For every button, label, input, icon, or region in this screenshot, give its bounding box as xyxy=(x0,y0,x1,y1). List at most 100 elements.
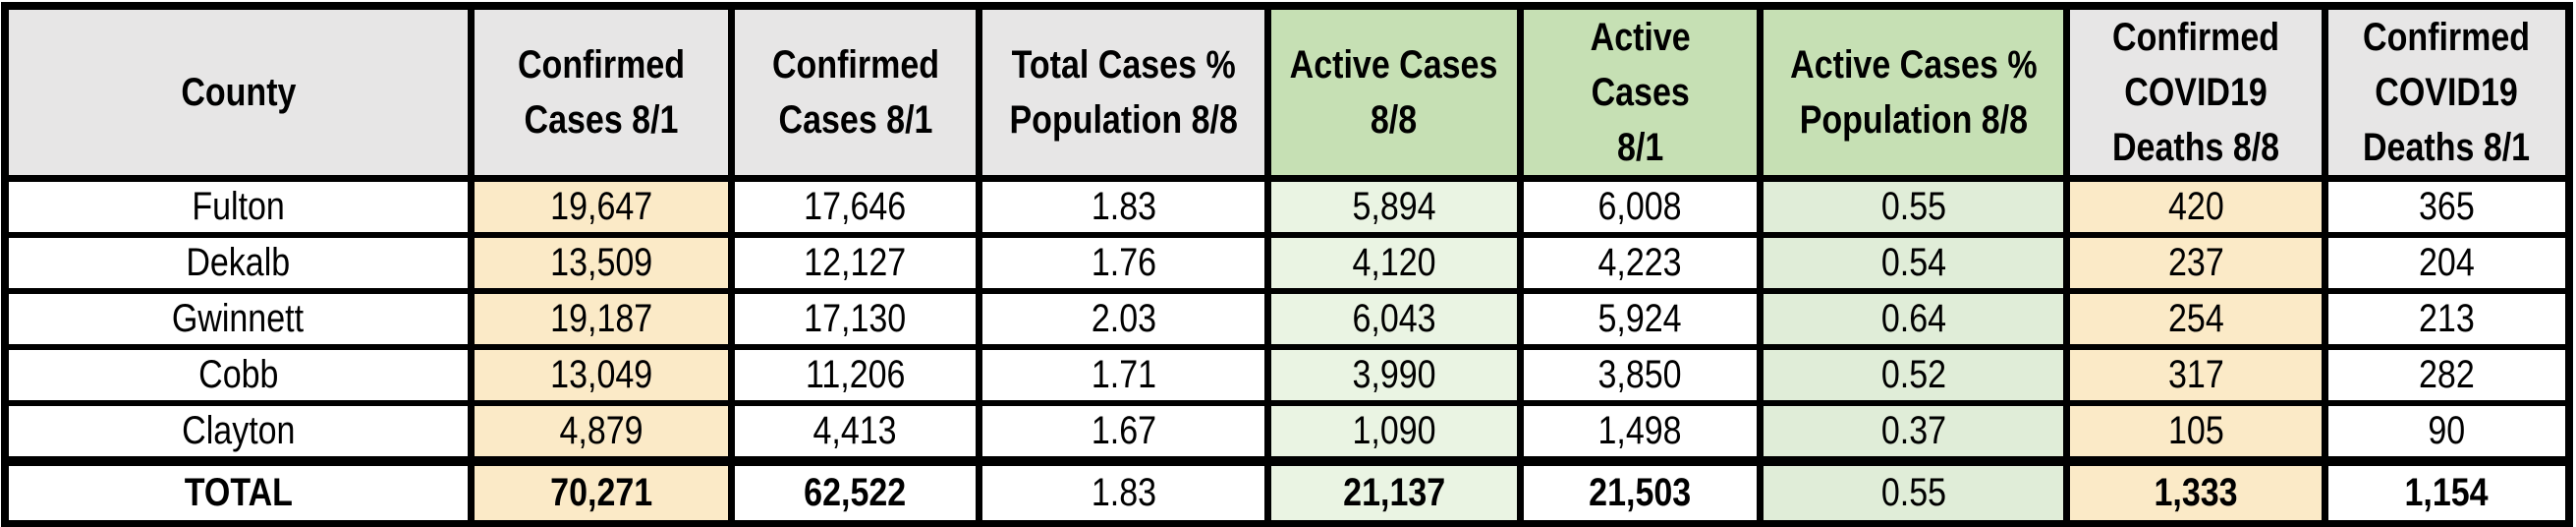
table-cell: 1,154 xyxy=(2321,456,2573,527)
col-header-county: County xyxy=(1,3,475,182)
table-cell: 11,206 xyxy=(727,344,983,406)
cell-text: 17,646 xyxy=(804,185,907,228)
cell-text: 13,049 xyxy=(549,353,652,396)
cell-text: 3,850 xyxy=(1597,353,1682,396)
cell-text: 6,008 xyxy=(1597,185,1682,228)
table-cell: 3,850 xyxy=(1516,344,1764,406)
table-cell: 21,137 xyxy=(1263,456,1524,527)
table-cell: 1.83 xyxy=(976,456,1271,527)
table-cell: 317 xyxy=(2063,344,2328,406)
cell-text: 420 xyxy=(2167,185,2224,228)
cell-text: 17,130 xyxy=(804,297,907,340)
cell-text: 5,924 xyxy=(1597,297,1682,340)
table-cell: 254 xyxy=(2063,288,2328,350)
table-cell: 6,043 xyxy=(1263,288,1524,350)
table-cell: 62,522 xyxy=(727,456,983,527)
cell-text: 12,127 xyxy=(804,241,907,284)
cell-text: Clayton xyxy=(181,409,296,452)
table-cell: 282 xyxy=(2321,344,2573,406)
cell-text: 0.64 xyxy=(1880,297,1946,340)
table-cell: 0.64 xyxy=(1756,288,2071,350)
table-cell: 0.55 xyxy=(1756,175,2071,238)
table-cell: 1.67 xyxy=(976,400,1271,464)
cell-text: 4,223 xyxy=(1597,241,1682,284)
table-row-gwinnett: Gwinnett 19,187 17,130 2.03 6,043 5,924 … xyxy=(1,288,2573,350)
cell-text: 90 xyxy=(2428,409,2466,452)
cell-text: 2.03 xyxy=(1091,297,1156,340)
cell-text: 1,333 xyxy=(2154,471,2238,514)
table-cell: 0.55 xyxy=(1756,456,2071,527)
cell-text: 0.54 xyxy=(1880,241,1946,284)
cell-text: 19,187 xyxy=(549,297,652,340)
cell-text: 3,990 xyxy=(1352,353,1436,396)
table-cell: 2.03 xyxy=(976,288,1271,350)
cell-text: 4,120 xyxy=(1352,241,1436,284)
cell-text: Gwinnett xyxy=(172,297,305,340)
table-cell: 365 xyxy=(2321,175,2573,238)
col-header-confirmed-covid19-deaths-88: Confirmed COVID19 Deaths 8/8 xyxy=(2063,3,2328,182)
cell-text: 0.55 xyxy=(1880,471,1946,514)
table-row-clayton: Clayton 4,879 4,413 1.67 1,090 1,498 0.3… xyxy=(1,400,2573,464)
table-cell: 0.52 xyxy=(1756,344,2071,406)
header-row: County Confirmed Cases 8/1 Confirmed Cas… xyxy=(1,3,2573,182)
col-header-active-cases-81: Active Cases 8/1 xyxy=(1516,3,1764,182)
cell-text: 4,413 xyxy=(812,409,898,452)
table-cell: 19,187 xyxy=(467,288,735,350)
county-name-cell: Clayton xyxy=(1,400,475,464)
table-row-cobb: Cobb 13,049 11,206 1.71 3,990 3,850 0.52… xyxy=(1,344,2573,406)
table-row-dekalb: Dekalb 13,509 12,127 1.76 4,120 4,223 0.… xyxy=(1,232,2573,294)
cell-text: 11,206 xyxy=(805,353,906,396)
table-cell: 17,130 xyxy=(727,288,983,350)
cell-text: 1.71 xyxy=(1091,353,1156,396)
table-cell: 4,223 xyxy=(1516,232,1764,294)
header-text: Active Cases 8/1 xyxy=(1590,16,1691,169)
col-header-confirmed-cases-81-second: Confirmed Cases 8/1 xyxy=(727,3,983,182)
cell-text: 0.37 xyxy=(1880,409,1946,452)
header-text: Active Cases 8/8 xyxy=(1289,43,1498,142)
table-cell: 21,503 xyxy=(1516,456,1764,527)
cell-text: 1.83 xyxy=(1091,185,1156,228)
cell-text: 4,879 xyxy=(559,409,644,452)
cell-text: Dekalb xyxy=(186,241,291,284)
cell-text: 1,090 xyxy=(1352,409,1436,452)
table-cell: 70,271 xyxy=(467,456,735,527)
table-cell: 1,498 xyxy=(1516,400,1764,464)
header-text: Confirmed COVID19 Deaths 8/8 xyxy=(2111,16,2280,169)
cell-text: TOTAL xyxy=(184,471,293,514)
table-cell: 5,894 xyxy=(1263,175,1524,238)
header-text: County xyxy=(180,71,296,114)
header-text: Confirmed COVID19 Deaths 8/1 xyxy=(2363,16,2531,169)
cell-text: 21,503 xyxy=(1589,471,1692,514)
table-cell: 1.83 xyxy=(976,175,1271,238)
cell-text: 1.67 xyxy=(1091,409,1156,452)
table-cell: 237 xyxy=(2063,232,2328,294)
cell-text: 213 xyxy=(2419,297,2475,340)
cell-text: 237 xyxy=(2167,241,2224,284)
cell-text: 70,271 xyxy=(549,471,652,514)
table-cell: 13,509 xyxy=(467,232,735,294)
table-cell: 420 xyxy=(2063,175,2328,238)
county-name-cell: Fulton xyxy=(1,175,475,238)
cell-text: 19,647 xyxy=(549,185,652,228)
table-cell: 4,120 xyxy=(1263,232,1524,294)
col-header-active-cases-88: Active Cases 8/8 xyxy=(1263,3,1524,182)
table-cell: 0.37 xyxy=(1756,400,2071,464)
header-text: Total Cases % Population 8/8 xyxy=(1009,43,1238,142)
header-text: Confirmed Cases 8/1 xyxy=(517,43,685,142)
cell-text: 317 xyxy=(2167,353,2224,396)
col-header-active-cases-pct-population-88: Active Cases % Population 8/8 xyxy=(1756,3,2071,182)
table-row-total: TOTAL 70,271 62,522 1.83 21,137 21,503 0… xyxy=(1,456,2573,527)
county-name-cell: Dekalb xyxy=(1,232,475,294)
cell-text: Fulton xyxy=(192,185,285,228)
table-cell: 17,646 xyxy=(727,175,983,238)
cell-text: 13,509 xyxy=(549,241,652,284)
cell-text: 62,522 xyxy=(804,471,907,514)
cell-text: Cobb xyxy=(197,353,279,396)
cell-text: 1.76 xyxy=(1091,241,1156,284)
cell-text: 1.83 xyxy=(1091,471,1156,514)
table-cell: 4,413 xyxy=(727,400,983,464)
cell-text: 5,894 xyxy=(1352,185,1436,228)
table-cell: 6,008 xyxy=(1516,175,1764,238)
